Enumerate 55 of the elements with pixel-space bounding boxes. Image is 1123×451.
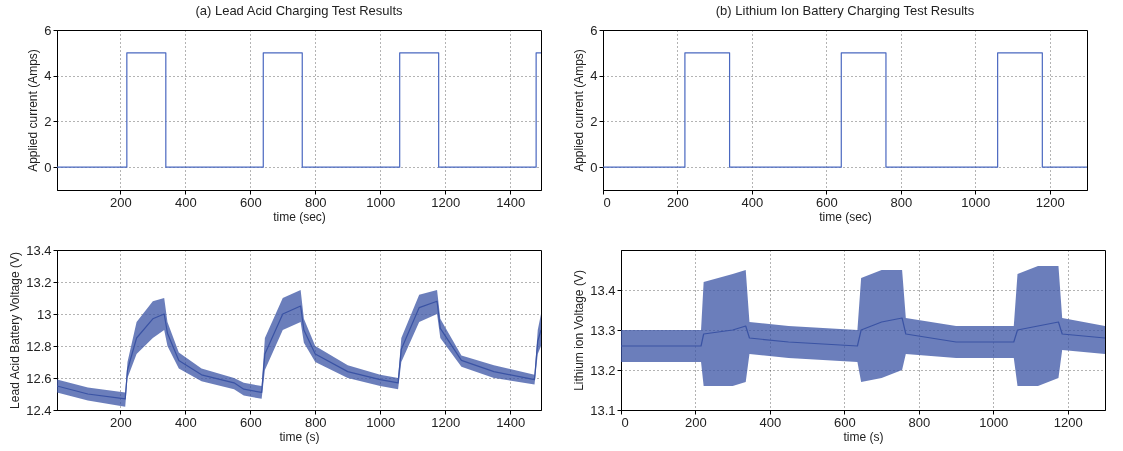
y-tick-label: 13.2 (26, 274, 52, 290)
y-tick-label: 0 (44, 159, 52, 175)
x-tick-label: 600 (239, 194, 262, 210)
y-axis-title: Applied current (Amps) (572, 49, 587, 172)
x-tick-label: 1000 (979, 414, 1009, 430)
x-tick-label: 200 (109, 414, 132, 430)
x-tick-label: 1200 (1053, 414, 1083, 430)
chart-title: (a) Lead Acid Charging Test Results (195, 3, 404, 18)
y-tick-label: 12.4 (26, 402, 52, 418)
x-tick-label: 600 (239, 414, 262, 430)
x-tick-label: 1000 (366, 194, 396, 210)
y-tick-label: 13.4 (590, 282, 616, 298)
y-tick-label: 4 (44, 68, 52, 84)
chart-title: (b) Lithium Ion Battery Charging Test Results (715, 3, 975, 18)
y-tick-label: 6 (44, 22, 52, 38)
x-tick-label: 1400 (496, 414, 526, 430)
y-axis-title: Lead Acid Battery Voltage (V) (8, 252, 23, 409)
x-tick-label: 400 (741, 194, 764, 210)
y-tick-label: 13.2 (590, 362, 616, 378)
x-axis-title: time (sec) (819, 209, 872, 224)
y-tick-label: 0 (590, 159, 598, 175)
x-tick-label: 800 (304, 194, 327, 210)
y-tick-label: 12.6 (26, 370, 52, 386)
x-tick-label: 400 (759, 414, 782, 430)
y-axis-title: Lithium ion Voltage (V) (572, 270, 587, 391)
x-tick-label: 400 (174, 194, 197, 210)
x-tick-label: 0 (621, 414, 629, 430)
y-tick-label: 4 (590, 68, 598, 84)
y-tick-label: 12.8 (26, 338, 52, 354)
x-tick-label: 1400 (496, 194, 526, 210)
x-tick-label: 200 (667, 194, 689, 210)
x-tick-label: 800 (304, 414, 327, 430)
x-tick-label: 800 (890, 194, 913, 210)
x-axis-title: time (sec) (273, 209, 326, 224)
x-tick-label: 600 (834, 414, 856, 430)
x-tick-label: 200 (109, 194, 132, 210)
y-tick-label: 2 (590, 113, 598, 129)
x-axis-title: time (s) (279, 429, 320, 444)
x-tick-label: 1200 (431, 194, 461, 210)
x-tick-label: 600 (816, 194, 838, 210)
x-axis-title: time (s) (843, 429, 884, 444)
y-tick-label: 13.4 (26, 242, 52, 258)
y-tick-label: 13 (37, 306, 52, 322)
x-tick-label: 1200 (431, 414, 461, 430)
x-tick-label: 400 (174, 414, 197, 430)
y-tick-label: 13.3 (590, 322, 616, 338)
x-tick-label: 1000 (961, 194, 991, 210)
y-tick-label: 6 (590, 22, 598, 38)
x-tick-label: 1200 (1035, 194, 1065, 210)
y-tick-label: 2 (44, 113, 52, 129)
x-tick-label: 200 (685, 414, 707, 430)
x-tick-label: 800 (908, 414, 931, 430)
y-tick-label: 13.1 (590, 402, 616, 418)
y-axis-title: Applied current (Amps) (26, 49, 41, 172)
x-tick-label: 1000 (366, 414, 396, 430)
